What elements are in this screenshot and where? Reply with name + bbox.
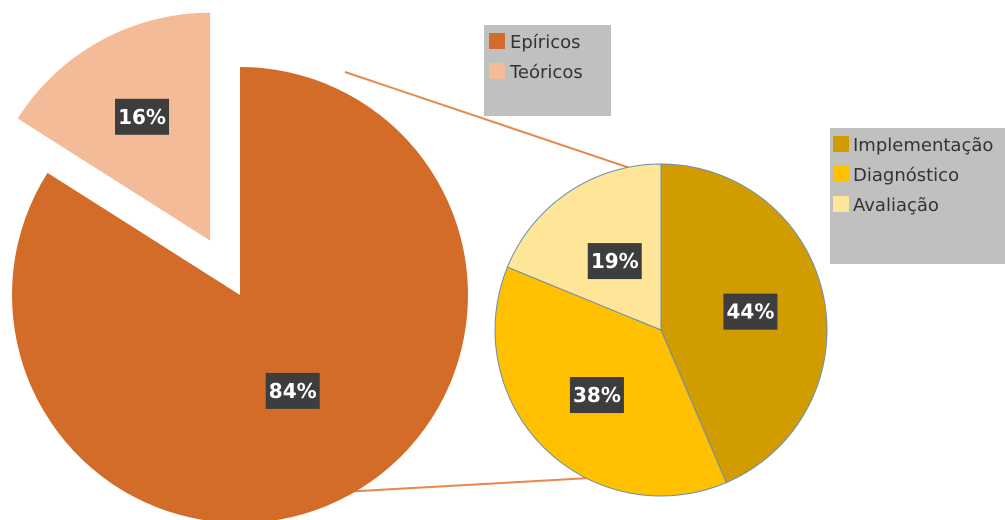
data-label-bg-epiricos <box>265 372 320 409</box>
legend-label-implementacao: Implementação <box>853 135 993 156</box>
data-label-avaliacao: 19% <box>591 249 639 273</box>
legend-swatch-diagnostico <box>833 166 849 182</box>
legend-main: Epíricos Teóricos <box>484 25 611 116</box>
data-label-diagnostico: 38% <box>573 383 621 407</box>
legend-swatch-implementacao <box>833 136 849 152</box>
legend-label-avaliacao: Avaliação <box>853 195 939 216</box>
slice-avaliacao <box>506 163 662 331</box>
slice-epiricos <box>12 67 468 520</box>
legend-swatch-teoricos <box>489 63 505 79</box>
data-label-bg-diagnostico <box>569 377 624 414</box>
slice-teoricos <box>17 12 211 241</box>
legend-sub-background <box>830 128 1005 264</box>
legend-main-background <box>484 25 611 116</box>
data-label-bg-teoricos <box>115 98 170 135</box>
data-label-bg-avaliacao <box>587 243 642 280</box>
legend-label-epiricos: Epíricos <box>510 32 581 53</box>
data-label-epiricos: 84% <box>269 379 317 403</box>
data-label-bg-implementacao <box>723 293 778 330</box>
legend-label-diagnostico: Diagnóstico <box>853 165 959 186</box>
data-label-teoricos: 16% <box>118 105 166 129</box>
legend-label-teoricos: Teóricos <box>509 62 583 83</box>
legend-sub: Implementação Diagnóstico Avaliação <box>830 128 1005 264</box>
connector-line-top <box>344 71 637 171</box>
legend-swatch-epiricos <box>489 33 505 49</box>
data-label-implementacao: 44% <box>727 300 775 324</box>
legend-swatch-avaliacao <box>833 196 849 212</box>
sub-pie: 44% 38% 19% <box>494 163 828 497</box>
main-pie: 84% 16% <box>12 12 468 520</box>
